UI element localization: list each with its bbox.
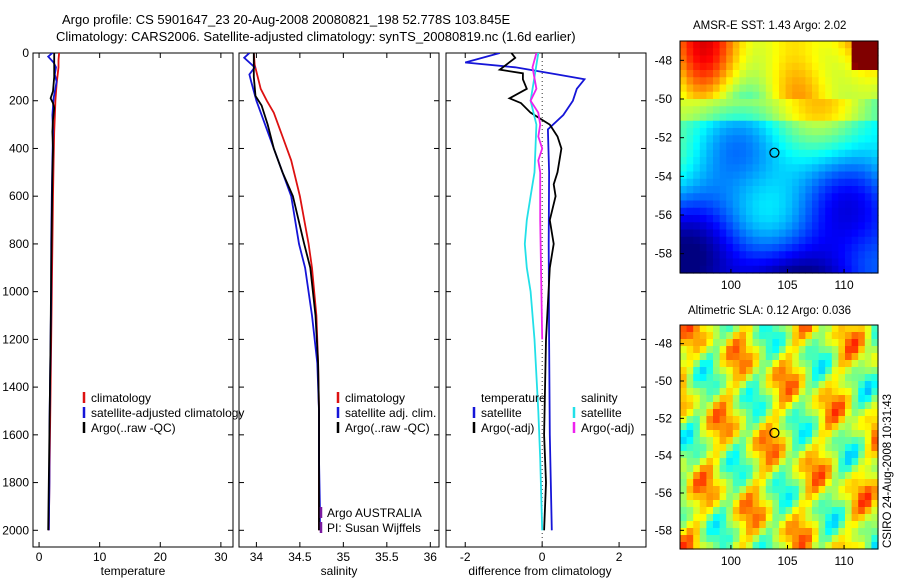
difference-legend-sal-argo: Argo(-adj)	[581, 421, 634, 435]
temperature-xtick-label: 10	[93, 550, 107, 564]
depth-tick-label: 1000	[2, 285, 29, 299]
salinity-series-2	[252, 53, 320, 531]
sst-map-image	[680, 41, 879, 274]
salinity-legend-entry: climatology	[345, 391, 405, 405]
salinity-axes-frame	[238, 52, 440, 548]
sst-map-title: AMSR-E SST: 1.43 Argo: 2.02	[693, 20, 847, 32]
depth-tick-label: 0	[22, 46, 29, 60]
depth-tick-label: 1200	[2, 332, 29, 346]
salinity-xlabel: salinity	[321, 564, 358, 578]
salinity-xtick-label: 35	[337, 550, 351, 564]
difference-series-1	[497, 53, 563, 531]
map-frame	[679, 40, 879, 274]
salinity-xtick-label: 35.5	[375, 550, 399, 564]
map-ytick-label: -52	[655, 131, 673, 145]
difference-legend-temp-satellite: satellite	[481, 406, 522, 420]
pi-label: PI: Susan Wijffels	[327, 521, 421, 535]
credit-timestamp: CSIRO 24-Aug-2008 10:31:43	[882, 394, 894, 548]
figure-title-line2: Climatology: CARS2006. Satellite-adjuste…	[56, 29, 576, 44]
salinity-legend-entry: satellite adj. clim.	[345, 406, 436, 420]
temperature-xtick-label: 20	[154, 550, 168, 564]
difference-xtick-label: -2	[460, 550, 471, 564]
difference-legend-temp-argo: Argo(-adj)	[481, 421, 534, 435]
difference-legend-title-salinity: salinity	[581, 391, 618, 405]
depth-tick-label: 2000	[2, 523, 29, 537]
difference-series-2	[523, 53, 544, 531]
map-frame	[679, 324, 879, 550]
map-ytick-label: -52	[655, 411, 673, 425]
depth-tick-label: 400	[9, 141, 29, 155]
map-ytick-label: -48	[655, 53, 673, 67]
map-xtick-label: 105	[777, 278, 797, 292]
map-xtick-label: 100	[721, 278, 741, 292]
depth-tick-label: 200	[9, 94, 29, 108]
difference-legend-title-temperature: temperature	[481, 391, 546, 405]
salinity-series-1	[242, 53, 321, 531]
difference-xlabel: difference from climatology	[468, 564, 611, 578]
map-ytick-label: -54	[655, 449, 673, 463]
depth-tick-label: 1400	[2, 380, 29, 394]
map-ytick-label: -56	[655, 486, 673, 500]
temperature-xtick-label: 30	[214, 550, 228, 564]
difference-series-0	[464, 53, 587, 531]
difference-axes-frame	[445, 52, 647, 548]
sla-map-title: Altimetric SLA: 0.12 Argo: 0.036	[688, 305, 852, 317]
map-xtick-label: 110	[834, 278, 853, 292]
temperature-legend-entry: Argo(..raw -QC)	[91, 421, 176, 435]
map-ytick-label: -54	[655, 169, 673, 183]
depth-tick-label: 1600	[2, 428, 29, 442]
difference-legend-sal-satellite: satellite	[581, 406, 622, 420]
depth-tick-label: 800	[9, 237, 29, 251]
sla-map-image	[680, 325, 879, 550]
map-ytick-label: -50	[655, 92, 673, 106]
map-xtick-label: 105	[777, 554, 797, 568]
float-position-marker	[769, 147, 780, 158]
salinity-xtick-label: 34.5	[288, 550, 312, 564]
temperature-series-2	[47, 53, 56, 531]
figure-title-line1: Argo profile: CS 5901647_23 20-Aug-2008 …	[62, 12, 511, 27]
salinity-xtick-label: 34	[250, 550, 264, 564]
float-position-marker	[769, 427, 780, 438]
difference-xtick-label: 0	[539, 550, 546, 564]
depth-tick-label: 1800	[2, 476, 29, 490]
map-xtick-label: 100	[721, 554, 741, 568]
salinity-xtick-label: 36	[424, 550, 438, 564]
map-ytick-label: -50	[655, 374, 673, 388]
map-xtick-label: 110	[834, 554, 853, 568]
salinity-legend-entry: Argo(..raw -QC)	[345, 421, 430, 435]
temperature-xlabel: temperature	[101, 564, 166, 578]
map-ytick-label: -48	[655, 337, 673, 351]
map-ytick-label: -56	[655, 208, 673, 222]
depth-tick-label: 600	[9, 189, 29, 203]
temperature-legend-entry: climatology	[91, 391, 151, 405]
temperature-legend-entry: satellite-adjusted climatology	[91, 406, 244, 420]
difference-xtick-label: 2	[616, 550, 623, 564]
temperature-xtick-label: 0	[36, 550, 43, 564]
temperature-axes-frame	[32, 52, 234, 548]
difference-series-3	[529, 53, 544, 340]
float-owner-label: Argo AUSTRALIA	[327, 506, 422, 520]
map-ytick-label: -58	[655, 247, 673, 261]
map-ytick-label: -58	[655, 523, 673, 537]
